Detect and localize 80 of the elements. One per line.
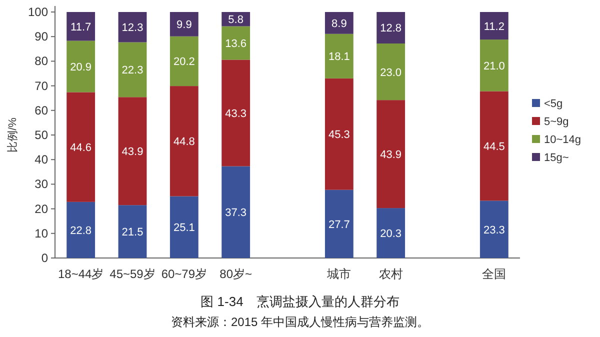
bar — [222, 60, 250, 166]
bar — [376, 100, 406, 208]
x-tick-label: 45~59岁 — [110, 267, 156, 281]
data-label: 5.8 — [228, 14, 244, 26]
data-label: 44.8 — [173, 136, 195, 148]
data-label: 11.2 — [484, 20, 504, 33]
bar — [480, 200, 508, 258]
legend-label: 5~9g — [544, 116, 569, 128]
data-label: 12.8 — [380, 22, 402, 35]
bar — [170, 86, 198, 196]
bar — [66, 92, 96, 202]
bar — [170, 196, 198, 258]
bar — [118, 97, 147, 206]
y-tick-label: 0 — [41, 251, 48, 265]
legend-label: <5g — [544, 98, 563, 110]
y-tick-label: 80 — [34, 54, 48, 68]
bar — [376, 208, 406, 258]
bar — [324, 34, 354, 78]
data-label: 21.0 — [483, 60, 505, 72]
data-label: 43.9 — [122, 146, 144, 158]
x-tick-label: 80岁~ — [220, 267, 252, 281]
data-label: 44.5 — [483, 140, 505, 153]
data-label: 27.7 — [328, 218, 350, 231]
data-label: 43.3 — [225, 108, 247, 120]
data-label: 23.3 — [483, 224, 505, 236]
y-tick-label: 100 — [28, 5, 48, 19]
bar — [118, 12, 147, 42]
legend-label: 15g~ — [544, 152, 569, 164]
data-label: 45.3 — [328, 129, 350, 142]
bar — [66, 12, 96, 41]
bar — [118, 42, 147, 98]
text: 资料来源：2015 年中国成人慢性病与营养监测。 — [170, 315, 430, 329]
y-tick-label: 60 — [34, 103, 48, 118]
data-label: 23.0 — [380, 66, 402, 79]
bar — [376, 43, 406, 100]
data-label: 20.3 — [380, 228, 402, 240]
data-label: 20.2 — [173, 56, 195, 68]
y-tick-label: 10 — [34, 226, 48, 240]
data-label: 9.9 — [176, 19, 192, 32]
text: 图 1-34 烹调盐摄入量的人群分布 — [200, 294, 400, 309]
bar — [376, 12, 406, 44]
y-axis-title: 比例/% — [6, 117, 19, 152]
bar — [480, 91, 508, 201]
bar — [324, 190, 354, 258]
data-label: 8.9 — [332, 18, 347, 30]
y-tick-label: 40 — [34, 152, 48, 167]
y-tick-label: 50 — [34, 128, 48, 142]
data-label: 18.1 — [328, 51, 350, 64]
data-label: 12.3 — [122, 22, 144, 34]
bar — [170, 12, 198, 36]
data-label: 43.9 — [380, 149, 402, 162]
data-label: 20.9 — [70, 61, 92, 74]
data-label: 22.8 — [70, 224, 92, 237]
y-tick-label: 30 — [34, 177, 48, 192]
bar — [324, 12, 354, 34]
y-tick-label: 90 — [34, 30, 48, 44]
bar — [480, 12, 508, 40]
x-tick-label: 城市 — [326, 267, 352, 281]
data-label: 13.6 — [225, 38, 247, 50]
data-label: 21.5 — [122, 226, 144, 239]
bar — [170, 36, 198, 86]
x-tick-label: 60~79岁 — [161, 267, 208, 281]
data-label: 11.7 — [70, 21, 92, 34]
y-tick-label: 20 — [34, 202, 48, 216]
data-label: 25.1 — [173, 222, 195, 234]
data-label: 44.6 — [70, 142, 92, 154]
x-tick-label: 18~44岁 — [58, 267, 104, 281]
bar — [222, 166, 250, 258]
bar — [324, 78, 354, 190]
data-label: 22.3 — [122, 64, 144, 77]
bar — [222, 26, 250, 60]
data-label: 37.3 — [225, 207, 247, 220]
x-tick-label: 农村 — [378, 267, 403, 281]
bar — [66, 40, 96, 92]
x-tick-label: 全国 — [482, 267, 506, 281]
bar — [66, 202, 96, 258]
y-tick-label: 70 — [34, 78, 48, 93]
bar — [480, 40, 508, 92]
legend-label: 10~14g — [544, 134, 582, 146]
bar — [118, 205, 147, 258]
